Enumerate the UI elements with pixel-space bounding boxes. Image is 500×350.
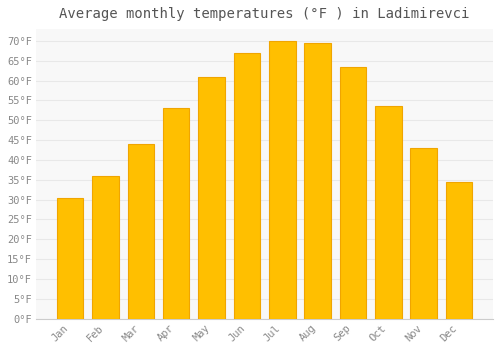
Bar xyxy=(340,67,366,318)
Title: Average monthly temperatures (°F ) in Ladimirevci: Average monthly temperatures (°F ) in La… xyxy=(60,7,470,21)
Bar xyxy=(304,43,331,318)
Bar xyxy=(163,108,190,318)
Bar xyxy=(198,77,225,318)
Bar xyxy=(234,53,260,318)
Bar xyxy=(269,41,295,318)
Bar xyxy=(446,182,472,318)
Bar xyxy=(375,106,402,318)
Bar xyxy=(128,144,154,318)
Bar xyxy=(92,176,119,318)
Bar xyxy=(410,148,437,318)
Bar xyxy=(57,198,84,318)
